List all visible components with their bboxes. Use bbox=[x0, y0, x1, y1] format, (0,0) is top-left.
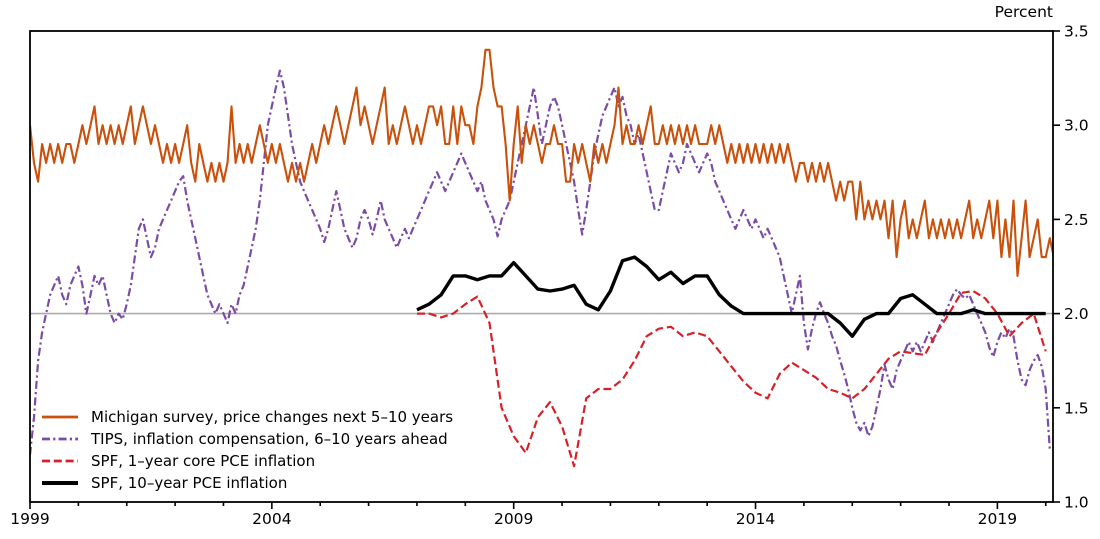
legend-label-spf-10yr: SPF, 10–year PCE inflation bbox=[91, 474, 288, 492]
legend-item-tips: TIPS, inflation compensation, 6–10 years… bbox=[40, 428, 453, 450]
x-tick-label-2009: 2009 bbox=[494, 510, 533, 528]
y-tick-label-2.5: 2.5 bbox=[1064, 211, 1089, 229]
legend-item-michigan: Michigan survey, price changes next 5–10… bbox=[40, 406, 453, 428]
x-tick-label-1999: 1999 bbox=[10, 510, 49, 528]
tips-line-swatch-icon bbox=[42, 437, 78, 441]
legend-item-spf-10yr: SPF, 10–year PCE inflation bbox=[40, 472, 453, 494]
legend: Michigan survey, price changes next 5–10… bbox=[40, 406, 453, 494]
series-line-1 bbox=[30, 69, 1051, 456]
michigan-line-swatch-icon bbox=[42, 415, 78, 419]
spf-10yr-line-swatch-icon bbox=[42, 481, 78, 485]
legend-label-tips: TIPS, inflation compensation, 6–10 years… bbox=[91, 430, 448, 448]
spf-1yr-line-swatch-icon bbox=[42, 459, 78, 463]
legend-label-spf-1yr: SPF, 1–year core PCE inflation bbox=[91, 452, 316, 470]
x-tick-label-2019: 2019 bbox=[978, 510, 1017, 528]
y-tick-label-2: 2.0 bbox=[1064, 305, 1089, 323]
plot-frame bbox=[29, 30, 1054, 503]
y-tick-label-3: 3.0 bbox=[1064, 117, 1089, 135]
series-line-2 bbox=[417, 289, 1047, 468]
y-tick-label-3.5: 3.5 bbox=[1064, 23, 1089, 41]
legend-item-spf-1yr: SPF, 1–year core PCE inflation bbox=[40, 450, 453, 472]
series-line-3 bbox=[416, 255, 1046, 338]
y-tick-label-1.5: 1.5 bbox=[1064, 399, 1089, 417]
x-tick-label-2014: 2014 bbox=[736, 510, 775, 528]
x-tick-label-2004: 2004 bbox=[252, 510, 291, 528]
y-tick-label-1: 1.0 bbox=[1064, 494, 1089, 512]
legend-label-michigan: Michigan survey, price changes next 5–10… bbox=[91, 408, 454, 426]
series-line-0 bbox=[30, 48, 1053, 277]
y-axis-title: Percent bbox=[994, 3, 1053, 21]
